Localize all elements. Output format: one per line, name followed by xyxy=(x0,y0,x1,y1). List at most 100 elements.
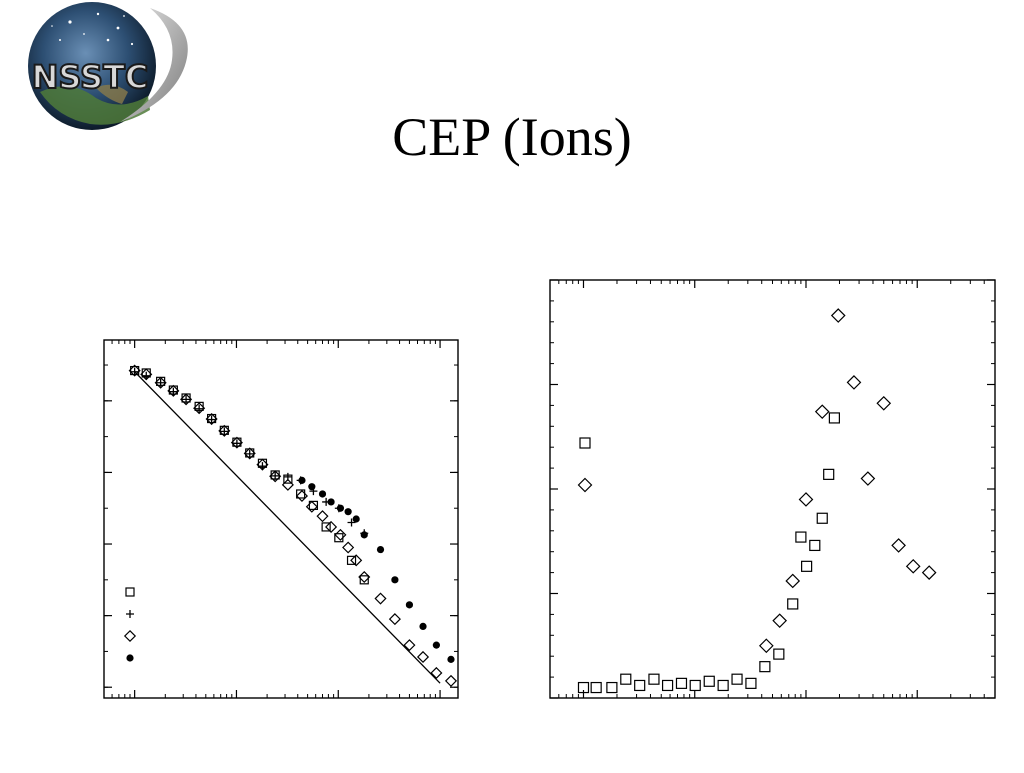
data-point-diamond xyxy=(316,510,329,523)
data-point-diamond xyxy=(846,375,862,390)
data-point-circle xyxy=(419,622,427,630)
data-point-plus xyxy=(130,367,139,376)
data-point-square xyxy=(590,681,602,694)
ratio-chart-svg xyxy=(549,279,996,699)
data-point-diamond xyxy=(218,424,231,437)
data-point-diamond xyxy=(269,470,282,483)
ratio-chart xyxy=(470,268,1024,768)
data-point-diamond xyxy=(230,436,243,449)
data-point-diamond xyxy=(281,478,294,491)
data-point-diamond xyxy=(205,412,218,426)
data-point-diamond xyxy=(430,666,443,680)
data-point-diamond xyxy=(388,613,401,626)
data-point-circle xyxy=(352,515,360,523)
legend-marker-square xyxy=(125,587,135,597)
legend-marker-square xyxy=(579,437,591,449)
series-1 xyxy=(758,308,937,654)
series-0 xyxy=(130,365,369,585)
data-point-diamond xyxy=(140,368,153,381)
data-point-square xyxy=(759,661,771,673)
data-point-plus xyxy=(156,378,165,387)
data-point-diamond xyxy=(334,528,347,541)
data-point-square xyxy=(745,677,757,689)
data-point-plus xyxy=(232,439,241,448)
series-1 xyxy=(130,367,369,538)
legend-marker-diamond xyxy=(577,477,593,493)
plot-frame xyxy=(549,279,996,699)
data-point-diamond xyxy=(358,570,371,584)
data-point-diamond xyxy=(905,558,921,574)
data-point-circle xyxy=(360,531,368,539)
data-point-square xyxy=(717,679,729,692)
data-point-circle xyxy=(447,655,455,663)
data-point-diamond xyxy=(243,447,256,460)
data-point-square xyxy=(787,598,799,610)
data-point-plus xyxy=(271,471,280,480)
data-point-diamond xyxy=(403,639,416,652)
data-point-diamond xyxy=(876,395,892,411)
data-point-diamond xyxy=(891,538,906,553)
data-point-diamond xyxy=(830,308,846,323)
data-point-square xyxy=(620,673,632,685)
data-point-diamond xyxy=(444,674,458,687)
data-point-square xyxy=(346,555,357,565)
data-point-diamond xyxy=(342,541,355,554)
data-point-diamond xyxy=(193,402,206,415)
data-point-plus xyxy=(169,387,178,396)
data-point-square xyxy=(648,673,660,685)
series-3 xyxy=(298,476,455,663)
data-point-diamond xyxy=(758,638,774,654)
data-point-square xyxy=(308,500,319,510)
data-point-circle xyxy=(336,504,345,512)
data-point-circle xyxy=(391,576,399,584)
data-point-diamond xyxy=(180,393,193,406)
fit-line xyxy=(134,371,441,684)
data-point-diamond xyxy=(154,376,167,389)
data-point-diamond xyxy=(325,520,338,533)
data-point-square xyxy=(731,673,743,685)
data-point-circle xyxy=(318,490,327,498)
data-point-square xyxy=(675,677,688,689)
data-point-square xyxy=(321,522,331,532)
data-point-diamond xyxy=(814,404,830,420)
legend-marker-circle xyxy=(126,654,134,662)
data-point-diamond xyxy=(860,471,876,486)
data-point-plus xyxy=(207,415,216,424)
data-point-square xyxy=(801,560,813,572)
series-0 xyxy=(577,412,840,694)
data-point-diamond xyxy=(785,573,801,589)
data-point-square xyxy=(773,648,785,660)
data-point-plus xyxy=(142,371,151,380)
data-point-diamond xyxy=(295,489,309,503)
data-point-diamond xyxy=(256,458,269,471)
data-point-circle xyxy=(432,641,440,649)
data-point-square xyxy=(689,679,701,692)
data-point-plus xyxy=(182,395,191,404)
legend-marker-plus xyxy=(126,610,134,618)
data-point-diamond xyxy=(167,384,180,397)
legend-marker-diamond xyxy=(123,629,137,643)
logo-text: NSSTC xyxy=(32,58,149,96)
data-point-diamond xyxy=(921,565,937,580)
data-point-square xyxy=(661,679,674,692)
data-point-circle xyxy=(298,476,306,484)
data-point-square xyxy=(606,681,618,694)
data-point-circle xyxy=(327,498,335,506)
data-point-square xyxy=(823,468,835,480)
data-point-square xyxy=(577,681,590,694)
data-point-diamond xyxy=(772,613,788,629)
series-2 xyxy=(128,364,458,687)
data-point-diamond xyxy=(350,554,363,567)
data-point-square xyxy=(816,512,828,524)
nsstc-logo: NSSTC xyxy=(0,0,200,130)
data-point-plus xyxy=(245,449,254,458)
data-point-plus xyxy=(347,518,356,527)
data-point-circle xyxy=(405,601,414,609)
data-point-square xyxy=(828,412,840,424)
data-point-diamond xyxy=(128,364,141,377)
slide-title: CEP (Ions) xyxy=(392,107,632,167)
data-point-diamond xyxy=(798,492,814,507)
data-point-diamond xyxy=(374,592,387,605)
proton-flux-chart xyxy=(0,320,470,768)
data-point-square xyxy=(634,679,646,692)
